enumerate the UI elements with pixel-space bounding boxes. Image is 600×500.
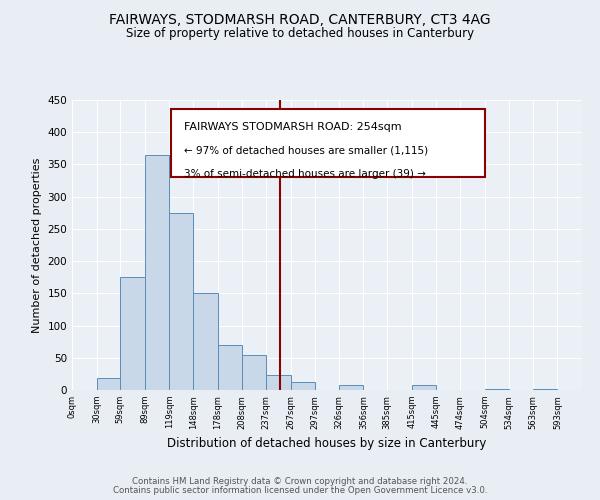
Text: Contains public sector information licensed under the Open Government Licence v3: Contains public sector information licen… [113, 486, 487, 495]
Text: Size of property relative to detached houses in Canterbury: Size of property relative to detached ho… [126, 28, 474, 40]
Text: FAIRWAYS, STODMARSH ROAD, CANTERBURY, CT3 4AG: FAIRWAYS, STODMARSH ROAD, CANTERBURY, CT… [109, 12, 491, 26]
Bar [145, 155, 169, 390]
Bar [193, 292, 218, 390]
Bar [412, 385, 436, 390]
Text: Contains HM Land Registry data © Crown copyright and database right 2024.: Contains HM Land Registry data © Crown c… [132, 477, 468, 486]
Text: FAIRWAYS STODMARSH ROAD: 254sqm: FAIRWAYS STODMARSH ROAD: 254sqm [184, 122, 402, 132]
Bar [218, 345, 242, 390]
X-axis label: Distribution of detached houses by size in Canterbury: Distribution of detached houses by size … [167, 437, 487, 450]
Bar [339, 386, 364, 390]
Bar [485, 388, 509, 390]
FancyBboxPatch shape [172, 108, 485, 177]
Text: 3% of semi-detached houses are larger (39) →: 3% of semi-detached houses are larger (3… [184, 170, 426, 179]
Bar [242, 354, 266, 390]
Bar [97, 378, 120, 390]
Bar [266, 375, 290, 390]
Bar [290, 382, 315, 390]
Bar [169, 214, 193, 390]
Bar [120, 276, 145, 390]
Y-axis label: Number of detached properties: Number of detached properties [32, 158, 42, 332]
Text: ← 97% of detached houses are smaller (1,115): ← 97% of detached houses are smaller (1,… [184, 146, 428, 156]
